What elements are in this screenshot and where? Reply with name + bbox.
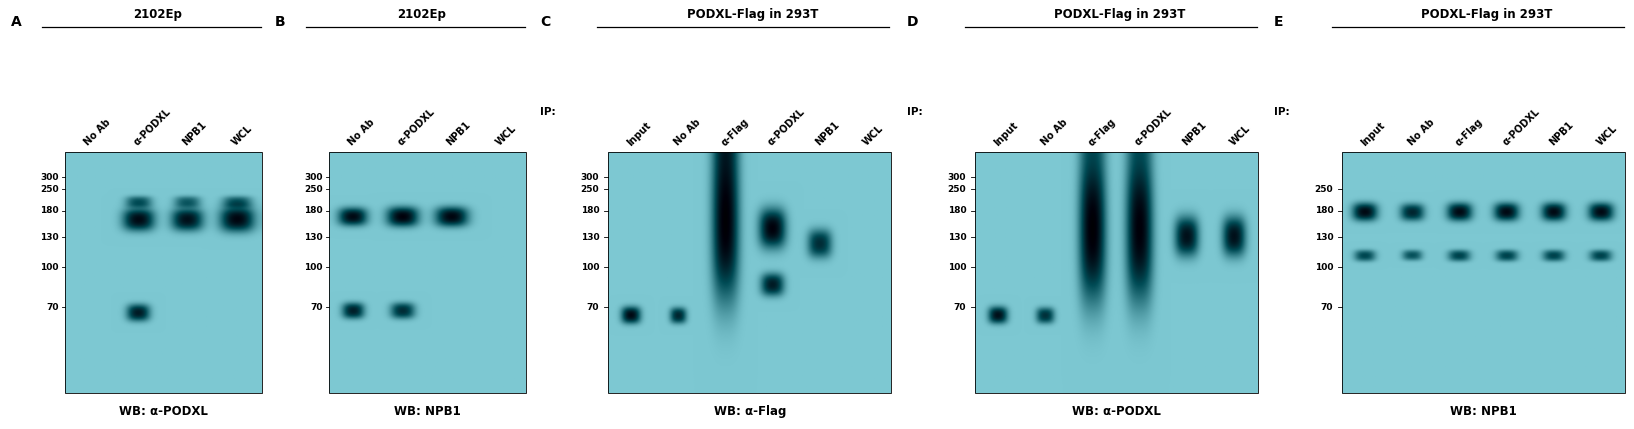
Text: α-Flag: α-Flag (1087, 117, 1118, 148)
Bar (65, 152, 261, 393)
Text: WB: NPB1: WB: NPB1 (394, 405, 461, 418)
Bar (328, 152, 526, 393)
Text: E: E (1275, 15, 1283, 29)
Text: PODXL-Flag in 293T: PODXL-Flag in 293T (1422, 8, 1552, 21)
Text: 130: 130 (948, 233, 966, 242)
Text: α-PODXL: α-PODXL (395, 107, 436, 148)
Text: 70: 70 (46, 303, 59, 312)
Text: IP:: IP: (1275, 106, 1289, 117)
Bar (975, 152, 1258, 393)
Text: A: A (11, 15, 21, 29)
Text: WB: α-PODXL: WB: α-PODXL (119, 405, 208, 418)
Text: 300: 300 (39, 173, 59, 182)
Text: 100: 100 (39, 263, 59, 272)
Text: WB: α-Flag: WB: α-Flag (714, 405, 786, 418)
Text: No Ab: No Ab (82, 118, 113, 148)
Text: 70: 70 (310, 303, 322, 312)
Text: WCL: WCL (493, 124, 518, 148)
Text: 130: 130 (580, 233, 600, 242)
Text: WB: α-PODXL: WB: α-PODXL (1072, 405, 1162, 418)
Text: Input: Input (992, 120, 1020, 148)
Text: IP:: IP: (907, 106, 923, 117)
Text: 250: 250 (1315, 185, 1333, 194)
Text: 100: 100 (304, 263, 322, 272)
Text: NPB1: NPB1 (1547, 120, 1575, 148)
Text: 100: 100 (948, 263, 966, 272)
Text: 70: 70 (587, 303, 600, 312)
Bar (1343, 152, 1626, 393)
Text: IP:: IP: (539, 106, 556, 117)
Text: 250: 250 (39, 185, 59, 194)
Text: NPB1: NPB1 (181, 120, 209, 148)
Text: No Ab: No Ab (1405, 118, 1436, 148)
Text: NPB1: NPB1 (1180, 120, 1208, 148)
Text: WCL: WCL (230, 124, 255, 148)
Text: 70: 70 (954, 303, 966, 312)
Text: 130: 130 (1315, 233, 1333, 242)
Text: Input: Input (1359, 120, 1387, 148)
Text: 2102Ep: 2102Ep (397, 8, 446, 21)
Bar (608, 152, 891, 393)
Text: WCL: WCL (1595, 124, 1619, 148)
Text: 300: 300 (580, 173, 600, 182)
Text: NPB1: NPB1 (444, 120, 472, 148)
Text: 180: 180 (304, 206, 322, 215)
Text: α-Flag: α-Flag (1453, 117, 1485, 148)
Text: α-PODXL: α-PODXL (132, 107, 173, 148)
Text: 250: 250 (948, 185, 966, 194)
Text: 180: 180 (39, 206, 59, 215)
Text: 100: 100 (1315, 263, 1333, 272)
Text: No Ab: No Ab (672, 118, 703, 148)
Text: C: C (539, 15, 551, 29)
Text: WCL: WCL (1227, 124, 1252, 148)
Text: NPB1: NPB1 (814, 120, 842, 148)
Text: α-Flag: α-Flag (719, 117, 750, 148)
Text: α-PODXL: α-PODXL (766, 107, 807, 148)
Text: PODXL-Flag in 293T: PODXL-Flag in 293T (686, 8, 819, 21)
Text: WB: NPB1: WB: NPB1 (1451, 405, 1518, 418)
Text: 130: 130 (39, 233, 59, 242)
Text: 250: 250 (304, 185, 322, 194)
Text: 180: 180 (948, 206, 966, 215)
Text: 100: 100 (580, 263, 600, 272)
Text: Input: Input (624, 120, 652, 148)
Text: No Ab: No Ab (1039, 118, 1069, 148)
Text: α-PODXL: α-PODXL (1134, 107, 1175, 148)
Text: 2102Ep: 2102Ep (132, 8, 181, 21)
Text: 300: 300 (948, 173, 966, 182)
Text: 250: 250 (580, 185, 600, 194)
Text: WCL: WCL (861, 124, 886, 148)
Text: D: D (907, 15, 918, 29)
Text: α-PODXL: α-PODXL (1500, 107, 1541, 148)
Text: 180: 180 (1315, 206, 1333, 215)
Text: 130: 130 (304, 233, 322, 242)
Text: 70: 70 (1320, 303, 1333, 312)
Text: B: B (275, 15, 286, 29)
Text: 300: 300 (304, 173, 322, 182)
Text: No Ab: No Ab (346, 118, 376, 148)
Text: 180: 180 (580, 206, 600, 215)
Text: PODXL-Flag in 293T: PODXL-Flag in 293T (1054, 8, 1185, 21)
